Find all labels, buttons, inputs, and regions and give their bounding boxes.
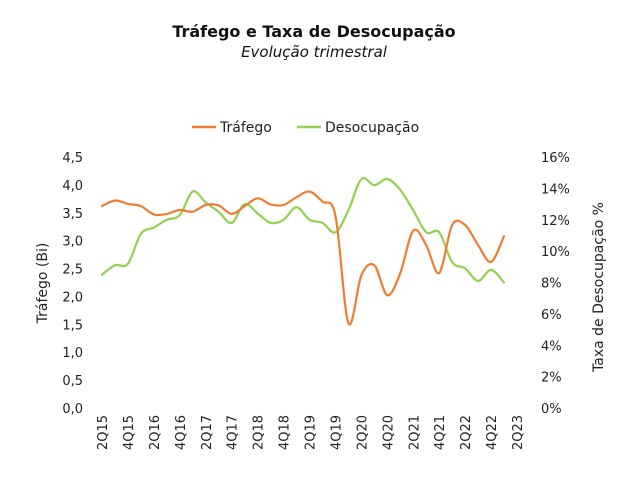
x-tick-label: 2Q19	[304, 415, 319, 450]
y-tick-label: 0,5	[62, 374, 83, 389]
x-tick-label: 4Q18	[278, 415, 293, 450]
y2-tick-label: 0%	[541, 402, 562, 417]
x-tick-label: 4Q16	[174, 415, 189, 450]
x-tick-label: 2Q22	[459, 415, 474, 450]
y2-tick-label: 12%	[541, 214, 570, 229]
x-tick-label: 4Q20	[381, 415, 396, 450]
x-tick-label: 2Q21	[407, 415, 422, 450]
y-tick-label: 1,5	[62, 318, 83, 333]
x-tick-label: 2Q23	[511, 415, 526, 450]
x-tick-label: 4Q21	[433, 415, 448, 450]
y2-tick-label: 6%	[541, 308, 562, 323]
y-tick-label: 2,5	[62, 263, 83, 278]
y2-tick-label: 14%	[541, 182, 570, 197]
chart-subtitle: Evolução trimestral	[241, 43, 387, 61]
x-tick-label: 4Q17	[226, 415, 241, 450]
x-tick-label: 2Q18	[252, 415, 267, 450]
x-tick-label: 2Q17	[200, 415, 215, 450]
chart-title: Tráfego e Taxa de Desocupação	[172, 22, 456, 41]
y2-tick-label: 2%	[541, 371, 562, 386]
y2-tick-label: 10%	[541, 245, 570, 260]
series-line-trafego	[100, 190, 506, 326]
series-line-desocupacao	[100, 176, 506, 284]
x-tick-label: 2Q20	[355, 415, 370, 450]
x-tick-label: 4Q19	[329, 415, 344, 450]
y2-tick-label: 8%	[541, 277, 562, 292]
legend-trafego-label: Tráfego	[219, 120, 272, 136]
y-tick-label: 2,0	[62, 290, 83, 305]
legend-desocupacao-label: Desocupação	[325, 120, 419, 136]
x-tick-label: 4Q15	[122, 415, 137, 450]
x-tick-label: 4Q22	[485, 415, 500, 450]
x-tick-label: 2Q15	[96, 415, 111, 450]
y-axis-label: Tráfego (Bi)	[35, 243, 51, 325]
x-tick-label: 2Q16	[148, 415, 163, 450]
y-tick-label: 4,5	[62, 151, 83, 166]
y-tick-label: 1,0	[62, 346, 83, 361]
y-tick-label: 3,0	[62, 235, 83, 250]
y2-tick-label: 4%	[541, 339, 562, 354]
y-tick-label: 0,0	[62, 402, 83, 417]
y-tick-label: 3,5	[62, 207, 83, 222]
y-tick-label: 4,0	[62, 179, 83, 194]
y2-tick-label: 16%	[541, 151, 570, 166]
y2-axis-label: Taxa de Desocupação %	[591, 202, 607, 373]
